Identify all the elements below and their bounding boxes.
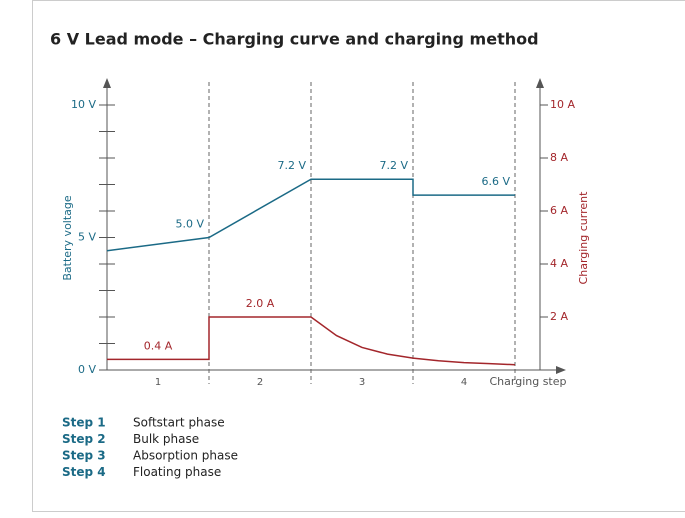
series-line xyxy=(106,178,515,252)
x-tick-label: 1 xyxy=(155,377,161,388)
data-label: 6.6 V xyxy=(481,175,510,188)
y-axis-arrow xyxy=(103,78,111,88)
y2-axis-arrow xyxy=(536,78,544,88)
step-label: Step 2 xyxy=(62,432,106,446)
data-label: 5.0 V xyxy=(175,218,204,231)
step-text: Absorption phase xyxy=(133,449,238,463)
step-text: Softstart phase xyxy=(133,416,225,430)
step-label: Step 1 xyxy=(62,416,106,430)
y2-tick-label: 8 A xyxy=(550,151,568,164)
frame xyxy=(32,0,685,512)
y-tick-label: 10 V xyxy=(71,98,96,111)
y2-axis-label: Charging current xyxy=(577,191,590,285)
data-label: 2.0 A xyxy=(246,297,275,310)
y2-tick-label: 2 A xyxy=(550,310,568,323)
y2-tick-label: 10 A xyxy=(550,98,575,111)
chart-title: 6 V Lead mode – Charging curve and charg… xyxy=(50,30,539,49)
y2-tick-label: 6 A xyxy=(550,204,568,217)
y2-tick-label: 4 A xyxy=(550,257,568,270)
x-axis-arrow xyxy=(556,366,566,374)
series-line xyxy=(107,316,516,366)
step-label: Step 4 xyxy=(62,465,106,479)
y-axis-label: Battery voltage xyxy=(61,195,74,281)
data-label: 7.2 V xyxy=(379,159,408,172)
x-axis-label: Charging step xyxy=(489,375,566,388)
x-tick-label: 4 xyxy=(461,377,467,388)
x-tick-label: 3 xyxy=(359,377,365,388)
x-tick-label: 2 xyxy=(257,377,263,388)
data-label: 0.4 A xyxy=(144,339,173,352)
y-tick-label: 5 V xyxy=(78,231,96,244)
y-tick-label: 0 V xyxy=(78,363,96,376)
step-label: Step 3 xyxy=(62,449,106,463)
step-text: Bulk phase xyxy=(133,432,199,446)
data-label: 7.2 V xyxy=(277,159,306,172)
step-text: Floating phase xyxy=(133,465,221,479)
